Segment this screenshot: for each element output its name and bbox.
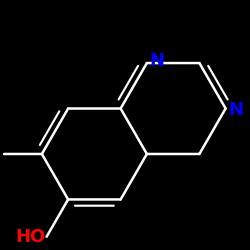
Text: HO: HO <box>15 228 45 246</box>
Text: N: N <box>149 52 164 70</box>
Text: N: N <box>228 101 243 119</box>
